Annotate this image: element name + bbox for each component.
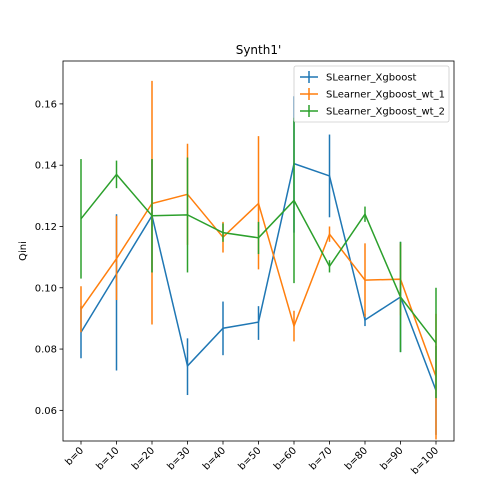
- series-layer: [81, 81, 436, 440]
- y-axis: 0.06 0.08 0.10 0.12 0.14 0.16: [35, 99, 63, 416]
- legend: SLearner_Xgboost SLearner_Xgboost_wt_1 SLe…: [294, 66, 449, 122]
- y-tick-label: 0.08: [35, 345, 57, 356]
- x-tick-label: b=80: [343, 445, 370, 472]
- y-tick-label: 0.06: [35, 406, 57, 417]
- x-tick-label: b=50: [236, 445, 263, 472]
- x-tick-label: b=20: [130, 445, 157, 472]
- x-tick-label: b=0: [63, 445, 86, 468]
- y-tick-label: 0.14: [35, 161, 57, 172]
- x-tick-label: b=90: [378, 445, 405, 472]
- series-2: [81, 81, 436, 440]
- y-tick-label: 0.16: [35, 99, 57, 110]
- y-tick-label: 0.10: [35, 283, 57, 294]
- x-tick-label: b=70: [307, 445, 334, 472]
- legend-label: SLearner_Xgboost_wt_2: [326, 107, 445, 118]
- chart-title: Synth1': [236, 43, 282, 57]
- legend-label: SLearner_Xgboost_wt_1: [326, 90, 445, 101]
- x-tick-label: b=10: [94, 445, 121, 472]
- y-axis-label: Qini: [18, 241, 29, 261]
- x-axis: b=0 b=10 b=20 b=30 b=40 b=50 b=60 b=70 b=80 b=90 b…: [63, 441, 441, 477]
- legend-label: SLearner_Xgboost: [326, 73, 417, 84]
- x-tick-label: b=30: [165, 445, 192, 472]
- x-tick-label: b=40: [201, 445, 228, 472]
- y-tick-label: 0.12: [35, 222, 57, 233]
- x-tick-label: b=100: [409, 445, 441, 477]
- x-tick-label: b=60: [272, 445, 299, 472]
